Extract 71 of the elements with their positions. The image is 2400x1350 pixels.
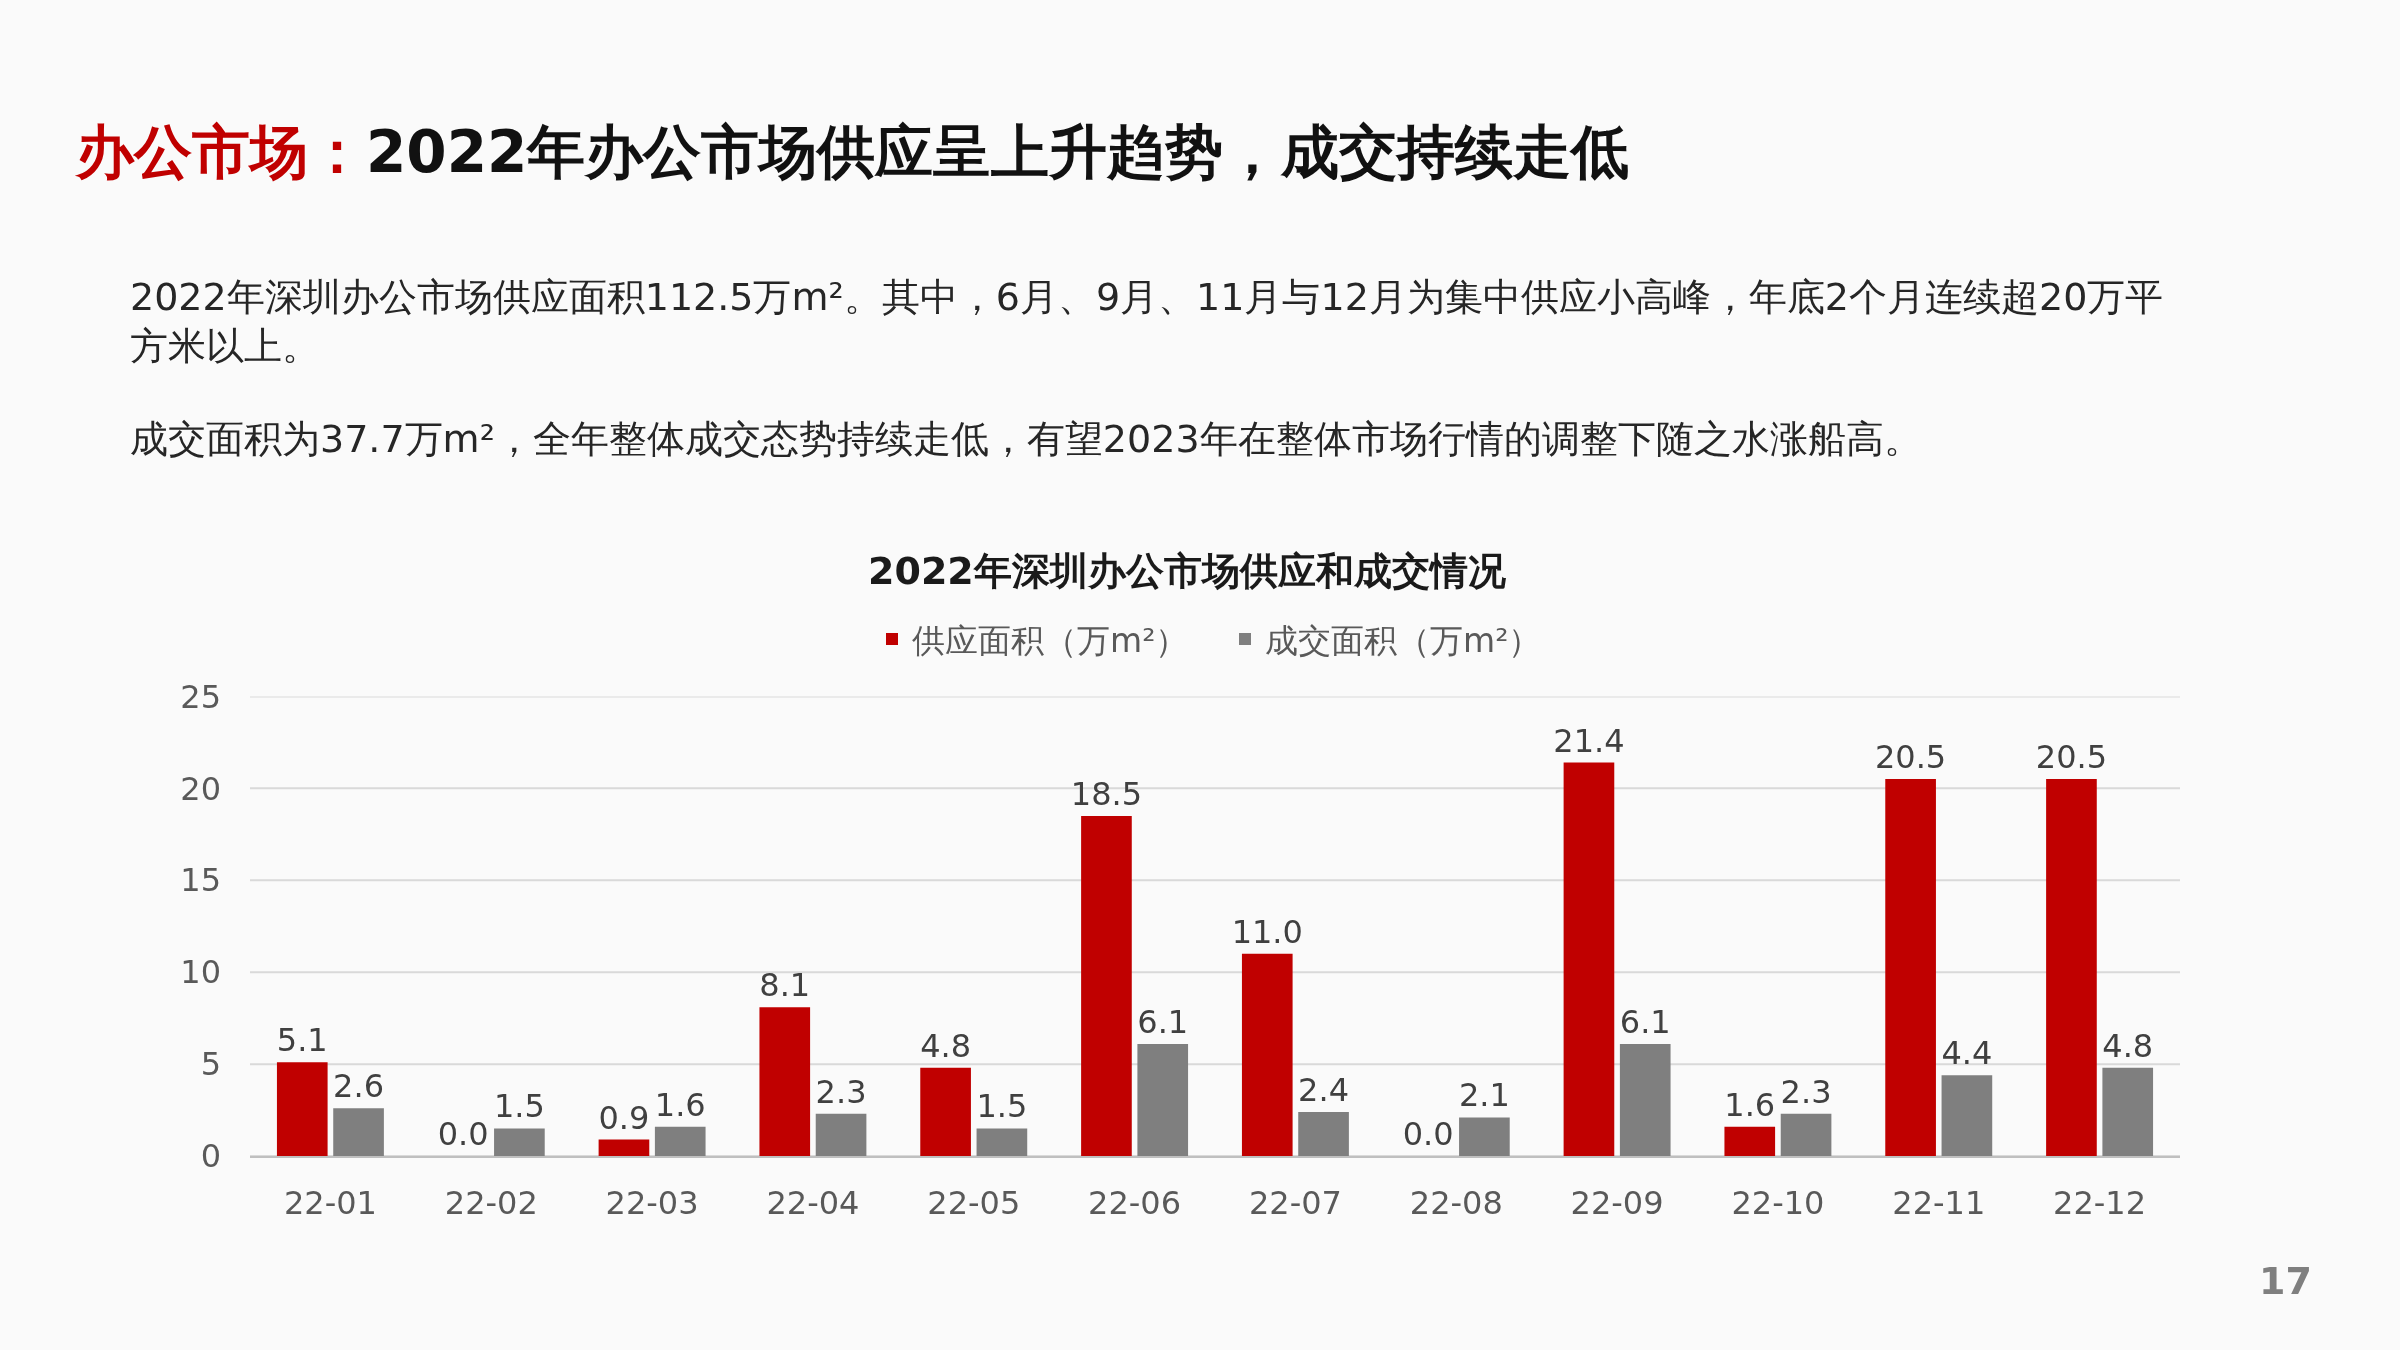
data-label: 1.6 [1724,1085,1776,1124]
bar [333,1108,384,1157]
bar [654,1126,706,1157]
y-tick-label: 25 [180,677,221,716]
y-tick-label: 15 [180,861,221,900]
data-label: 0.0 [437,1115,489,1154]
x-tick-label: 22-08 [1409,1184,1503,1223]
data-label: 2.3 [815,1072,867,1111]
text: 17 [2259,1259,2312,1303]
data-label: 2.4 [1298,1070,1350,1109]
bar [1780,1113,1832,1157]
x-tick-label: 22-05 [927,1184,1021,1223]
text: 2022年深圳办公市场供应面积112.5万m²。其中，6月、9月、11月与12月为集中供应小高峰，年底2个月连续超20万平方米以上。 [130,275,2164,369]
x-tick-label: 22-10 [1731,1184,1825,1223]
bar [1241,953,1293,1157]
x-tick-label: 22-06 [1088,1184,1182,1223]
data-label: 11.0 [1231,912,1303,951]
data-label: 20.5 [2035,738,2108,777]
data-label: 20.5 [1874,738,1947,777]
y-tick-label: 20 [180,769,221,808]
bar [1137,1043,1189,1157]
chart-title: 办公市场：2022年办公市场供应呈上升趋势，成交持续走低 [74,118,1630,186]
y-tick-label: 5 [200,1045,221,1084]
x-tick-label: 22-02 [444,1184,538,1223]
bar [1619,1043,1671,1157]
data-label: 0.9 [598,1098,650,1137]
data-label: 1.5 [976,1087,1028,1126]
data-label: 2.3 [1780,1072,1832,1111]
data-label: 6.1 [1137,1002,1189,1041]
bar [1885,779,1936,1157]
bar [2046,779,2097,1157]
x-tick-label: 22-03 [605,1184,699,1223]
data-label: 0.0 [1402,1115,1454,1154]
bar [976,1128,1028,1157]
data-label: 18.5 [1070,774,1143,813]
bar [598,1139,650,1157]
data-label: 1.6 [654,1085,706,1124]
data-label: 2.1 [1458,1076,1510,1115]
data-label: 4.8 [920,1026,972,1065]
x-tick-label: 22-04 [766,1184,860,1223]
bar [759,1007,811,1157]
legend-label: 供应面积（万m²） [912,620,1189,660]
legend-label: 成交面积（万m²） [1265,620,1542,660]
bar [1563,762,1615,1157]
bar [815,1113,867,1157]
data-label: 5.1 [276,1021,328,1060]
bar [1298,1111,1349,1157]
data-label: 1.5 [493,1087,545,1126]
x-tick-label: 22-11 [1892,1184,1986,1223]
bar [2102,1067,2154,1157]
text: 成交面积为37.7万m²，全年整体成交态势持续走低，有望2023年在整体市场行情的调整下随之水涨船高。 [130,417,1922,461]
bar [1724,1126,1776,1157]
bar [1081,815,1132,1157]
bar [494,1128,545,1157]
y-tick-label: 0 [200,1137,221,1176]
x-tick-label: 22-01 [283,1184,377,1223]
data-label: 21.4 [1553,721,1625,760]
bar [1459,1117,1510,1157]
y-tick-label: 10 [180,953,221,992]
data-label: 2.6 [333,1067,385,1106]
bar [920,1067,971,1157]
x-tick-label: 22-12 [2053,1184,2147,1223]
bar [276,1062,328,1157]
bar [1941,1075,1993,1157]
x-tick-label: 22-07 [1248,1184,1342,1223]
data-label: 4.4 [1941,1034,1993,1073]
data-label: 6.1 [1619,1002,1671,1041]
data-label: 8.1 [759,966,811,1005]
chart-subtitle: 2022年深圳办公市场供应和成交情况 [868,549,1506,593]
x-tick-label: 22-09 [1570,1184,1664,1223]
data-label: 4.8 [2102,1026,2154,1065]
